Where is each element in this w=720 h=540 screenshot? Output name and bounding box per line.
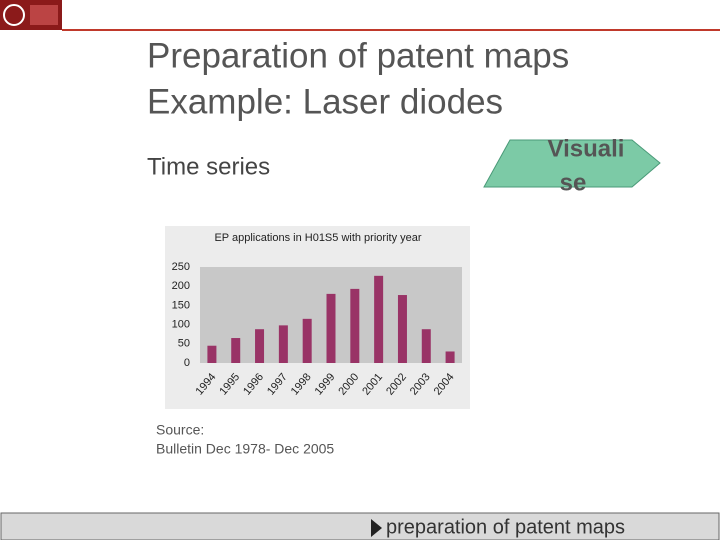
y-tick-label: 200 [172, 280, 190, 292]
subtitle: Time series [147, 153, 270, 180]
bar [445, 351, 455, 363]
bullet-arrow [371, 519, 382, 537]
footer-text: preparation of patent maps [386, 516, 625, 538]
bar [397, 295, 407, 363]
bar [302, 318, 312, 363]
y-tick-label: 150 [172, 299, 190, 311]
y-tick-label: 250 [172, 261, 190, 273]
footer-bar [0, 512, 720, 540]
logo-mark [3, 4, 25, 26]
logo-text-block [30, 5, 58, 25]
bar [278, 325, 288, 363]
bar [255, 329, 265, 363]
bar [374, 275, 384, 363]
chart-title: EP applications in H01S5 with priority y… [214, 232, 421, 244]
slide-title: Preparation of patent maps [147, 36, 569, 75]
slide-title: Example: Laser diodes [147, 82, 503, 121]
bar [421, 329, 431, 363]
y-tick-label: 50 [178, 338, 190, 350]
source: Bulletin Dec 1978- Dec 2005 [156, 441, 334, 457]
arrow-label: se [560, 169, 587, 196]
bar [207, 345, 217, 363]
y-tick-label: 0 [184, 357, 190, 369]
bar [231, 338, 241, 363]
bar [350, 288, 360, 363]
bar [326, 293, 336, 363]
arrow-label: Visuali [548, 135, 625, 162]
arrow-shape [483, 139, 661, 188]
y-tick-label: 100 [172, 319, 190, 331]
source: Source: [156, 422, 204, 438]
